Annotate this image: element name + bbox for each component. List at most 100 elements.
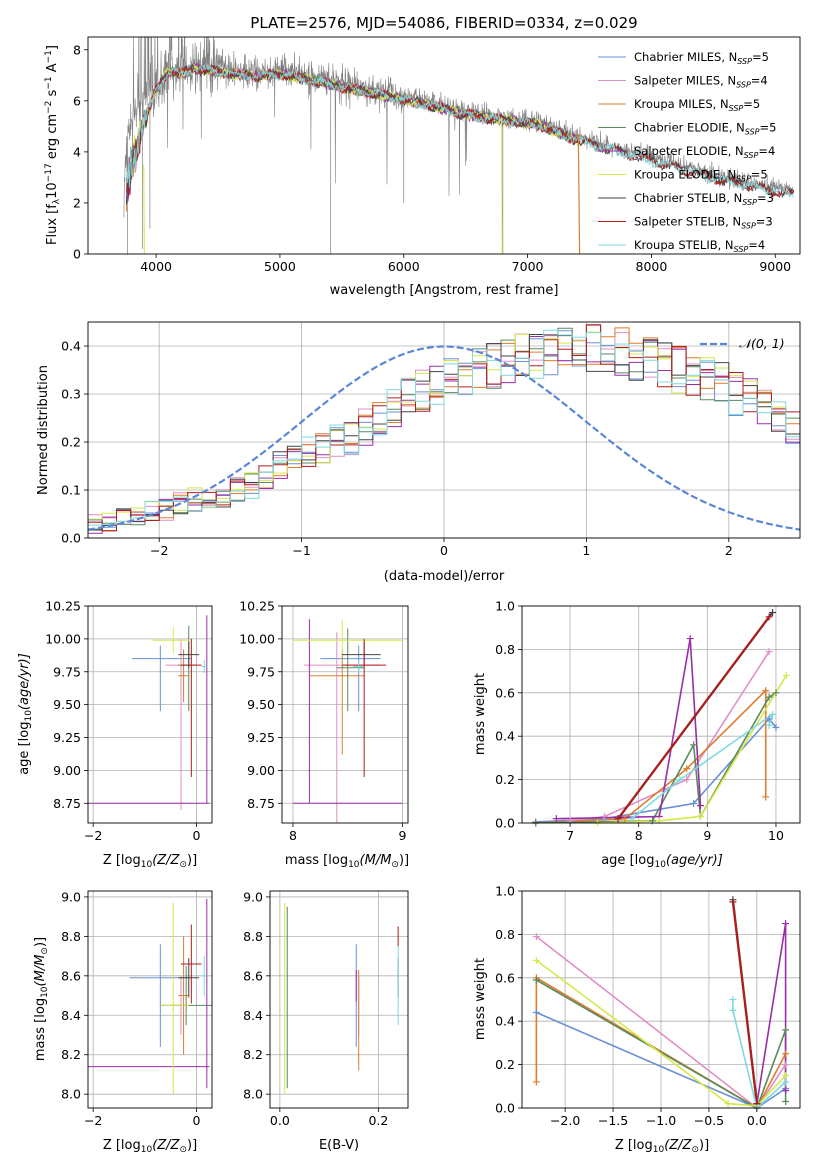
x-tick-label: 9 [399, 828, 407, 843]
x-axis-label-part: mass [log [285, 853, 348, 868]
x-tick-label: 7 [566, 828, 574, 843]
x-axis-label-part: Z [log [615, 1138, 653, 1153]
legend-text: Salpeter STELIB, N [634, 215, 741, 229]
series-marker [765, 693, 773, 701]
x-axis-label: Z [log10(Z/Z⊙)] [615, 1138, 709, 1155]
series-marker [690, 741, 698, 749]
series-marker [769, 711, 777, 718]
histogram-chabrier-miles [88, 330, 800, 538]
y-axis-label: Normed distribution [36, 365, 51, 495]
legend-text: Salpeter MILES, N [634, 74, 736, 88]
y-tick-label: 0 [73, 247, 81, 262]
plot-area [282, 606, 408, 823]
x-tick-label: 9 [703, 828, 711, 843]
x-tick-label: −2 [84, 828, 102, 843]
x-axis-label-part: )] [699, 1138, 709, 1153]
y-tick-label: 6 [73, 93, 81, 108]
legend-count: =5 [760, 121, 777, 135]
y-axis-label-part: 10 [45, 182, 60, 199]
axes-frame [87, 605, 213, 824]
y-tick-label: 8.75 [53, 796, 81, 811]
x-axis-label-part: ⊙ [691, 1145, 699, 1155]
y-tick-label: 8.0 [243, 1087, 263, 1102]
legend-entry: Salpeter STELIB, NSSP=3 [634, 215, 773, 231]
x-tick-label: 10 [768, 828, 784, 843]
x-axis-label-part: )] [187, 853, 197, 868]
series-marker [769, 609, 777, 617]
axes-frame [521, 605, 801, 824]
histogram-kroupa-elodie [88, 331, 800, 538]
y-tick-label: 2 [73, 195, 81, 210]
legend-subscript: SSP [744, 151, 759, 160]
y-axis-label: age [log10(age/yr)] [17, 653, 34, 775]
x-tick-label: 6000 [388, 259, 420, 274]
legend-count: =4 [748, 238, 765, 252]
series-marker [782, 671, 790, 679]
x-axis-label-part: (Z/Z [664, 1138, 692, 1153]
legend-count: =5 [751, 168, 768, 182]
y-tick-label: 0.3 [61, 387, 81, 402]
legend-subscript: SSP [741, 222, 756, 231]
y-axis-label-part: −2 [44, 101, 54, 114]
x-axis-label-part: ⊙ [391, 860, 399, 870]
series-line-salpeter-stelib [731, 901, 758, 1104]
x-tick-label: 8 [289, 828, 297, 843]
y-tick-label: 0.0 [61, 531, 81, 546]
series-marker [614, 815, 622, 823]
legend-entry: Chabrier ELODIE, NSSP=5 [634, 121, 776, 137]
legend-count: =5 [752, 50, 769, 64]
y-tick-label: 8.75 [247, 796, 275, 811]
y-tick-label: 0.4 [495, 729, 515, 744]
legend-text: Chabrier MILES, N [634, 50, 737, 64]
model-spectrum-salpeter-stelib [125, 64, 794, 199]
series-marker [782, 1087, 790, 1095]
series-marker [532, 933, 540, 941]
y-tick-label: 8.4 [61, 1008, 81, 1023]
y-tick-label: 9.25 [53, 730, 81, 745]
x-axis-label-part: Z [log [103, 853, 141, 868]
y-axis-label-part: ⊙ [40, 947, 50, 955]
y-axis-label-part: s [45, 89, 60, 100]
y-tick-label: 9.0 [243, 889, 263, 904]
x-tick-label: 9000 [759, 259, 791, 274]
x-axis-label: age [log10(age/yr)] [601, 853, 723, 870]
series-line-chabrier-miles [535, 717, 777, 823]
histogram-chabrier-elodie [88, 324, 800, 538]
x-axis-label-part: (Z/Z [152, 853, 180, 868]
series-marker [729, 1006, 737, 1014]
series-marker [621, 815, 629, 823]
series-marker [676, 776, 684, 784]
normal-curve [88, 345, 800, 531]
plot-area [88, 606, 212, 823]
x-tick-label: 0 [440, 543, 448, 558]
y-tick-label: 0.8 [495, 642, 515, 657]
y-tick-label: 9.50 [53, 697, 81, 712]
axes-mass_vs_z: −2 0 8.0 8.2 8.4 8.6 8.8 9.0 [61, 889, 213, 1128]
series-marker [762, 687, 770, 695]
series-marker [765, 721, 773, 729]
series-marker [782, 920, 790, 928]
axes-weight_vs_z: −2.0 −1.5 −1.0 −0.5 0.0 0.0 0.2 0.4 0.6 0.8 1.0 [495, 884, 801, 1128]
series-marker [532, 976, 540, 984]
y-tick-label: 1.0 [495, 599, 515, 614]
x-tick-label: 0.2 [368, 1113, 388, 1128]
y-tick-label: 10.25 [45, 599, 81, 614]
axes-frame [87, 890, 213, 1109]
series-line-kroupa-elodie [597, 674, 787, 823]
x-tick-label: 0.0 [747, 1113, 767, 1128]
x-tick-label: −1 [292, 543, 310, 558]
y-tick-label: 10.25 [239, 599, 275, 614]
legend-entry: Kroupa ELODIE, NSSP=5 [634, 168, 768, 184]
legend-entry: Kroupa MILES, NSSP=5 [634, 97, 760, 113]
histogram-kroupa-miles [88, 327, 800, 538]
x-tick-label: −2 [150, 543, 168, 558]
x-axis-label-part: age [log [601, 853, 654, 868]
x-tick-label: 8000 [636, 259, 668, 274]
legend-count: =4 [751, 74, 768, 88]
x-axis-label-part: Z [log [103, 1138, 141, 1153]
y-tick-label: 9.0 [61, 889, 81, 904]
x-tick-label: 5000 [264, 259, 296, 274]
x-axis-label: Z [log10(Z/Z⊙)] [103, 853, 197, 870]
x-tick-label: 0.0 [270, 1113, 290, 1128]
series-marker [683, 776, 691, 784]
